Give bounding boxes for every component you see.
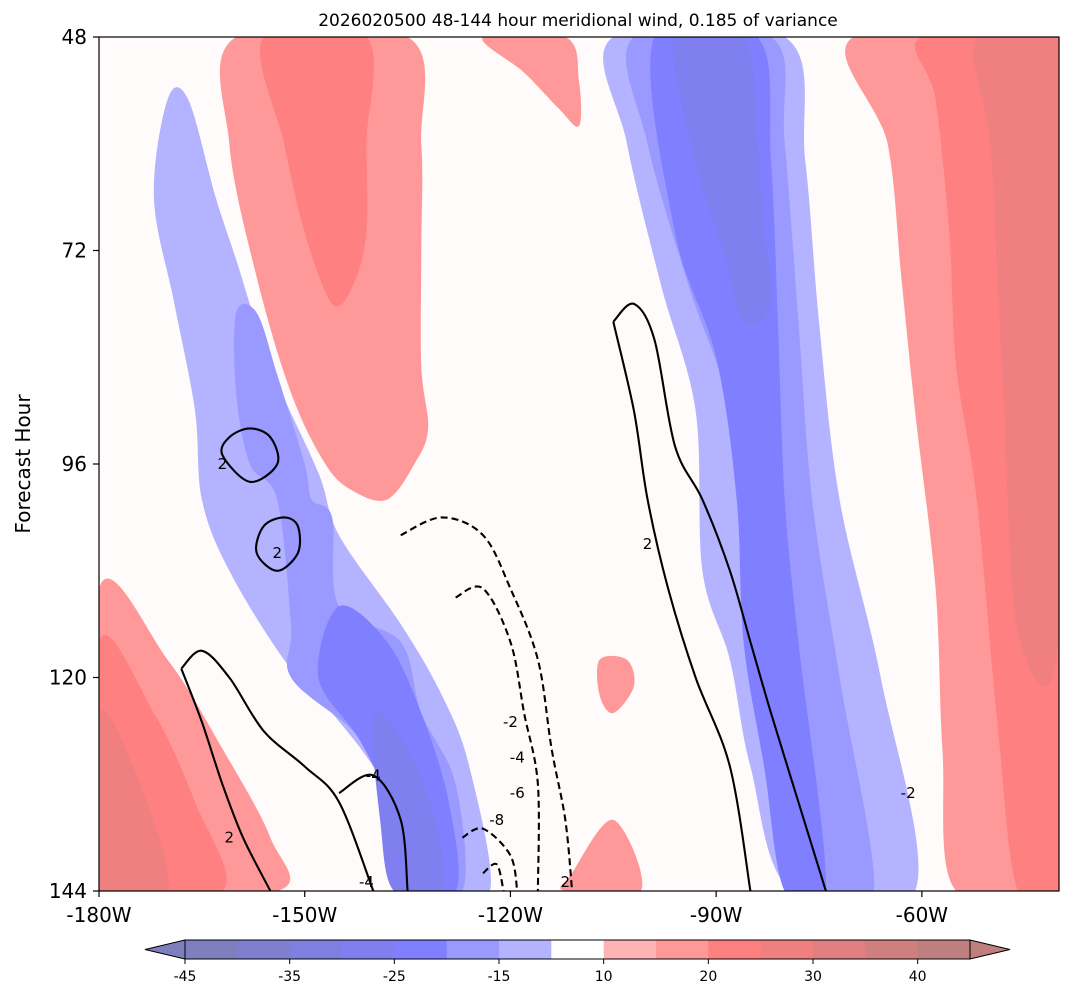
contour-label-2: 2 xyxy=(225,829,235,847)
y-tick-label-0: 48 xyxy=(62,25,87,49)
contour-line-5 xyxy=(612,321,752,891)
colorbar-bin-13 xyxy=(865,940,919,959)
y-tick-label-1: 72 xyxy=(62,239,87,263)
contour-line-6 xyxy=(338,773,409,891)
contour-lines xyxy=(180,302,827,891)
colorbar-tick-label-1: -35 xyxy=(278,969,301,985)
colorbar-bin-10 xyxy=(708,940,762,959)
contour-line-3 xyxy=(180,668,272,891)
colorbar-bin-12 xyxy=(813,940,866,959)
colorbar: -45 -35 -25 -15 10 20 30 40 xyxy=(144,939,1011,985)
colorbar-bin-6 xyxy=(499,940,552,959)
contour-labels: 2 2 2 -4 -4 -2 -4 -6 -8 2 2 -2 xyxy=(218,455,916,891)
contour-line-8 xyxy=(455,585,540,891)
colorbar-bin-14 xyxy=(917,940,971,959)
x-tick-label-4: -60W xyxy=(896,903,949,927)
y-axis: 48 72 96 120 144 xyxy=(49,25,99,903)
fill-region-9 xyxy=(650,37,827,891)
contour-line-2 xyxy=(180,649,375,891)
colorbar-tick-label-7: 40 xyxy=(909,969,927,985)
colorbar-bin-1 xyxy=(237,940,291,959)
colorbar-bin-4 xyxy=(394,940,448,959)
x-tick-label-0: -180W xyxy=(66,903,131,927)
colorbar-bin-7 xyxy=(551,940,605,959)
fill-region-16 xyxy=(99,710,169,891)
colorbar-bin-5 xyxy=(446,940,500,959)
contour-line-4 xyxy=(612,302,827,891)
fill-region-6 xyxy=(371,710,445,891)
contour-line-10 xyxy=(482,862,505,891)
colorbar-bin-3 xyxy=(342,940,395,959)
contour-label-1: 2 xyxy=(273,544,283,562)
x-tick-label-2: -120W xyxy=(478,903,543,927)
y-tick-label-2: 96 xyxy=(62,452,87,476)
contour-line-7 xyxy=(400,516,574,891)
y-tick-label-4: 144 xyxy=(49,879,87,903)
plot-area: 2 2 2 -4 -4 -2 -4 -6 -8 2 2 -2 xyxy=(99,37,1059,891)
colorbar-tick-label-3: -15 xyxy=(488,969,511,985)
fill-region-17 xyxy=(560,819,643,891)
colorbar-tick-label-6: 30 xyxy=(804,969,822,985)
chart-title: 2026020500 48-144 hour meridional wind, … xyxy=(318,11,838,31)
contour-label-6: -4 xyxy=(510,749,525,767)
y-axis-label: Forecast Hour xyxy=(11,394,35,534)
colorbar-bin-11 xyxy=(760,940,814,959)
colorbar-bin-2 xyxy=(289,940,343,959)
contour-line-9 xyxy=(461,827,519,891)
contour-label-7: -6 xyxy=(510,784,525,802)
contour-label-3: -4 xyxy=(366,766,381,784)
contour-label-4: -4 xyxy=(359,873,374,891)
contour-line-1 xyxy=(255,516,302,572)
contour-label-0: 2 xyxy=(218,455,228,473)
contour-label-5: -2 xyxy=(503,713,518,731)
colorbar-bin-8 xyxy=(603,940,657,959)
colorbar-frame xyxy=(184,939,971,960)
fill-region-2 xyxy=(482,37,582,127)
colorbar-tick-label-5: 20 xyxy=(699,969,717,985)
fill-region-13 xyxy=(973,37,1059,687)
fill-region-18 xyxy=(596,655,635,714)
fill-region-1 xyxy=(259,37,374,307)
colorbar-tick-label-4: 10 xyxy=(595,969,613,985)
colorbar-tick-label-0: -45 xyxy=(174,969,197,985)
filled-contours xyxy=(99,37,1059,891)
colorbar-bin-0 xyxy=(185,940,238,959)
x-tick-label-1: -150W xyxy=(272,903,337,927)
contour-label-9: 2 xyxy=(643,535,653,553)
colorbar-tick-label-2: -25 xyxy=(383,969,406,985)
fill-region-10 xyxy=(673,37,772,325)
x-tick-label-3: -90W xyxy=(690,903,743,927)
colorbar-extend-max xyxy=(969,939,1011,960)
contour-label-8: -8 xyxy=(489,811,504,829)
y-tick-label-3: 120 xyxy=(49,666,87,690)
contour-label-10: 2 xyxy=(561,873,571,891)
contour-label-11: -2 xyxy=(901,784,916,802)
colorbar-extend-min xyxy=(144,939,186,960)
x-axis: -180W -150W -120W -90W -60W xyxy=(66,891,948,927)
colorbar-bin-9 xyxy=(656,940,709,959)
contour-line-0 xyxy=(220,427,280,483)
